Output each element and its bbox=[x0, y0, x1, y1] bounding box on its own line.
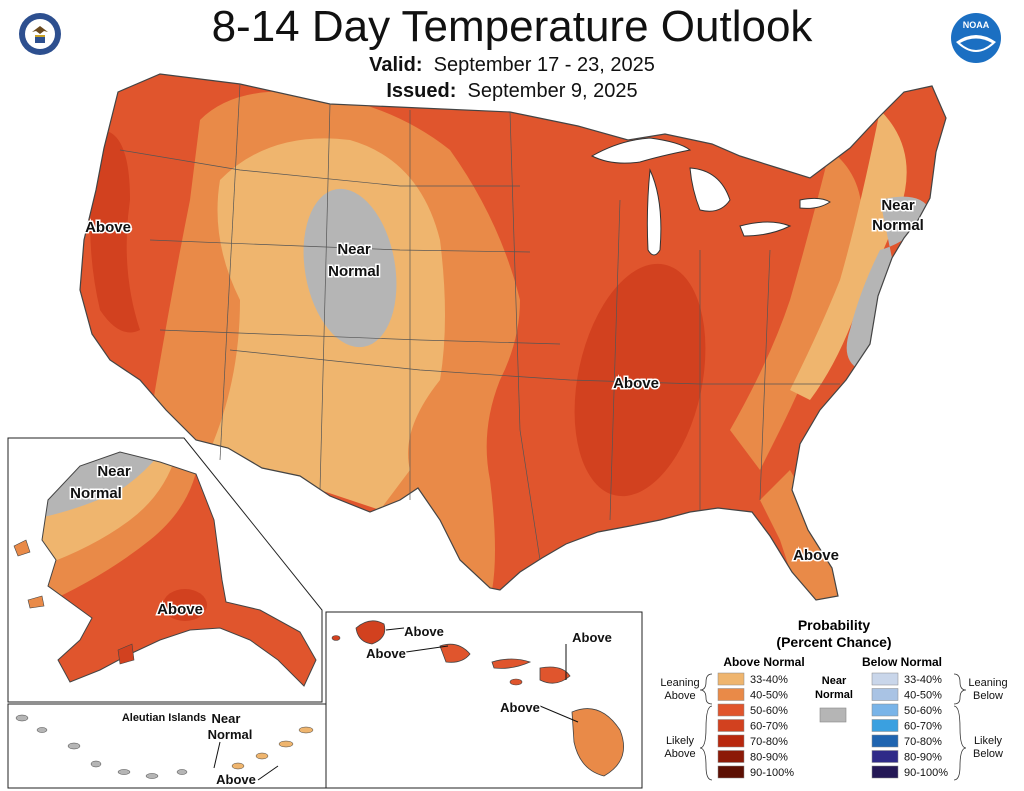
legend-above-swatch-label-5: 80-90% bbox=[750, 752, 788, 764]
legend-below-swatch-3 bbox=[871, 719, 899, 732]
label-alaska-normal: Normal bbox=[70, 485, 122, 502]
legend-below-swatch-label-6: 90-100% bbox=[904, 767, 948, 779]
legend-below-swatches: 33-40% 40-50% 50-60% 60-70% 70-80% 80-90% 90-1… bbox=[871, 672, 948, 779]
label-mid-south: Above bbox=[613, 375, 659, 392]
label-rockies-normal: Normal bbox=[328, 263, 380, 280]
aleutian-inset bbox=[7, 703, 327, 789]
legend-leaning-above-1: Leaning bbox=[660, 677, 699, 689]
label-hawaii-big-island: Above bbox=[500, 700, 540, 715]
noaa-logo-text: NOAA bbox=[963, 20, 990, 30]
legend-near-1: Near bbox=[822, 675, 847, 687]
legend-above-swatch-3 bbox=[717, 719, 745, 732]
label-aleutian-near: Near bbox=[212, 711, 241, 726]
legend-below-swatch-2 bbox=[871, 703, 899, 717]
label-florida: Above bbox=[793, 547, 839, 564]
valid-value: September 17 - 23, 2025 bbox=[433, 54, 655, 76]
legend-leaning-above-2: Above bbox=[664, 690, 695, 702]
doc-seal-icon bbox=[18, 12, 62, 56]
issued-line: Issued: September 9, 2025 bbox=[0, 80, 1024, 103]
legend-below-swatch-label-1: 40-50% bbox=[904, 690, 942, 702]
label-hawaii-kauai: Above bbox=[404, 624, 444, 639]
label-west-coast: Above bbox=[85, 219, 131, 236]
legend-above-swatch-label-4: 70-80% bbox=[750, 736, 788, 748]
legend-above-header: Above Normal bbox=[723, 655, 804, 669]
valid-label: Valid: bbox=[369, 54, 423, 76]
state-lines bbox=[119, 83, 840, 561]
legend-below-swatch-label-2: 50-60% bbox=[904, 705, 942, 717]
legend-above-swatch-6 bbox=[717, 765, 745, 779]
legend-above-swatches: 33-40% 40-50% 50-60% 60-70% 70-80% 80-90% 90-1… bbox=[717, 672, 794, 779]
legend-below-header: Below Normal bbox=[862, 655, 942, 669]
legend-above-swatch-label-2: 50-60% bbox=[750, 705, 788, 717]
legend-above-swatch-label-0: 33-40% bbox=[750, 674, 788, 686]
legend-below-swatch-6 bbox=[871, 765, 899, 779]
map-title: 8-14 Day Temperature Outlook bbox=[211, 2, 813, 51]
legend-below-swatch-label-5: 80-90% bbox=[904, 752, 942, 764]
legend-above-swatch-label-1: 40-50% bbox=[750, 690, 788, 702]
legend-likely-below-2: Below bbox=[973, 748, 1003, 760]
great-lakes bbox=[590, 137, 831, 256]
legend-near-2: Normal bbox=[815, 689, 853, 701]
legend-near-swatch bbox=[819, 707, 847, 723]
legend-above-swatch-5 bbox=[717, 750, 745, 763]
legend-below-swatch-label-4: 70-80% bbox=[904, 736, 942, 748]
issued-label: Issued: bbox=[386, 80, 457, 102]
legend-below-swatch-5 bbox=[871, 750, 899, 763]
label-aleutian-above: Above bbox=[216, 772, 256, 787]
label-hawaii-maui: Above bbox=[572, 630, 612, 645]
legend-above-swatch-1 bbox=[717, 688, 745, 701]
label-aleutian-normal: Normal bbox=[208, 727, 253, 742]
aleutian-pointers bbox=[213, 741, 279, 781]
label-northeast-normal: Normal bbox=[872, 217, 924, 234]
legend-below-swatch-label-3: 60-70% bbox=[904, 721, 942, 733]
label-alaska-south: Above bbox=[157, 601, 203, 618]
label-hawaii-oahu: Above bbox=[366, 646, 406, 661]
valid-line: Valid: September 17 - 23, 2025 bbox=[0, 54, 1024, 77]
issued-value: September 9, 2025 bbox=[467, 80, 638, 102]
legend-likely-above-2: Above bbox=[664, 748, 695, 760]
legend-below-swatch-4 bbox=[871, 734, 899, 748]
legend-below-swatch-label-0: 33-40% bbox=[904, 674, 942, 686]
legend-title-2: (Percent Chance) bbox=[776, 634, 891, 650]
legend-title-1: Probability bbox=[798, 617, 871, 633]
noaa-logo-icon: NOAA bbox=[950, 12, 1002, 64]
hawaii-inset bbox=[325, 611, 643, 789]
legend-likely-above-1: Likely bbox=[666, 735, 695, 747]
legend-leaning-below-1: Leaning bbox=[968, 677, 1007, 689]
legend-below-swatch-0 bbox=[871, 672, 899, 686]
legend-above-swatch-0 bbox=[717, 672, 745, 686]
legend-above-swatch-2 bbox=[717, 703, 745, 717]
legend-above-swatch-label-6: 90-100% bbox=[750, 767, 794, 779]
label-rockies-near: Near bbox=[337, 241, 371, 258]
label-aleutian-title: Aleutian Islands bbox=[122, 712, 206, 724]
label-northeast-near: Near bbox=[881, 197, 915, 214]
conus-outline bbox=[79, 73, 947, 601]
label-alaska-near: Near bbox=[97, 463, 131, 480]
legend-below-swatch-1 bbox=[871, 688, 899, 701]
legend-above-swatch-4 bbox=[717, 734, 745, 748]
legend: Probability (Percent Chance) Above Norma… bbox=[660, 617, 1008, 781]
alaska-inset bbox=[7, 437, 323, 703]
legend-above-swatch-label-3: 60-70% bbox=[750, 721, 788, 733]
legend-likely-below-1: Likely bbox=[974, 735, 1003, 747]
legend-leaning-below-2: Below bbox=[973, 690, 1003, 702]
